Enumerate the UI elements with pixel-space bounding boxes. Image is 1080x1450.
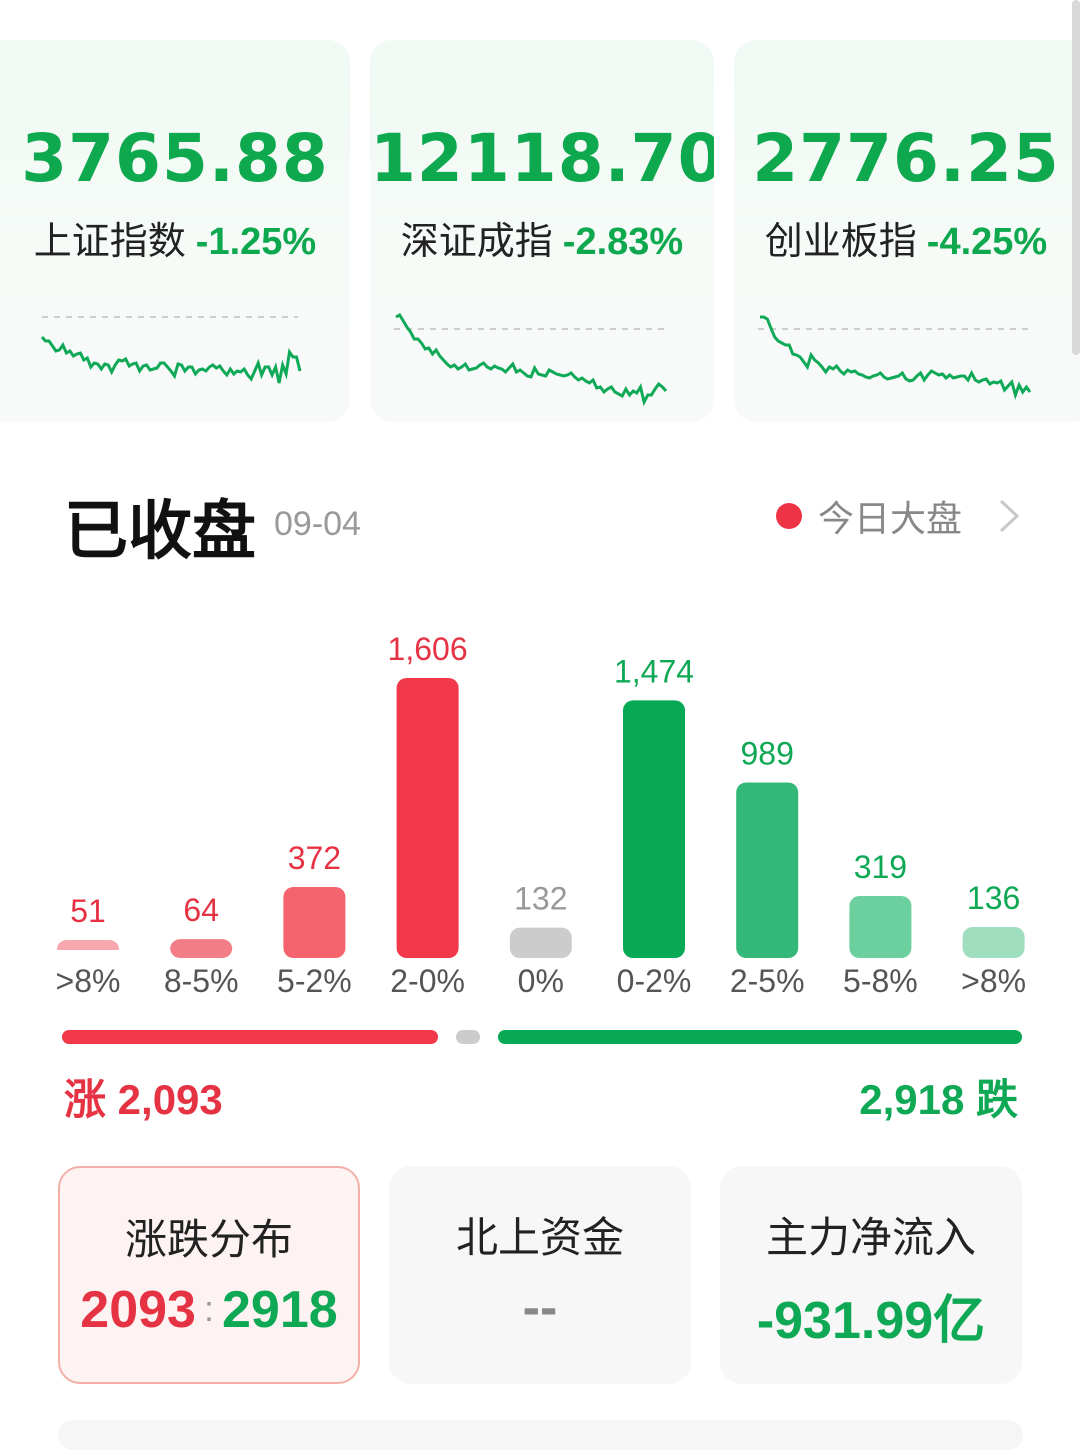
category-label: 2-5% — [730, 963, 805, 999]
tab-rise-fall-distribution[interactable]: 涨跌分布 2093:2918 — [58, 1166, 360, 1384]
category-label: 0-2% — [617, 963, 692, 999]
bar-8 — [962, 926, 1025, 958]
category-label: 5-8% — [843, 963, 918, 999]
category-label: 0% — [518, 963, 564, 999]
bar-value-label: 1,606 — [388, 631, 468, 667]
index-change: -2.83% — [562, 221, 684, 263]
live-dot-icon — [776, 503, 802, 529]
scrollbar[interactable] — [1072, 0, 1080, 355]
index-cards-strip: 3765.88 上证指数 -1.25% 12118.70 深证成指 -2.83% 2… — [0, 0, 1080, 430]
fall-count: 2,918 跌 — [859, 1076, 1018, 1123]
index-value: 3765.88 — [21, 120, 329, 197]
rise-proportion-bar — [62, 1030, 439, 1044]
bar-value-label: 132 — [514, 881, 567, 917]
category-label: 8-5% — [164, 963, 239, 999]
index-label: 上证指数 -1.25% — [0, 210, 350, 265]
market-date: 09-04 — [274, 505, 361, 543]
bar-value-label: 64 — [183, 892, 219, 928]
bar-value-label: 372 — [288, 840, 341, 876]
fall-number: 2918 — [222, 1281, 338, 1339]
ratio-separator: : — [203, 1288, 214, 1329]
index-change: -4.25% — [926, 221, 1048, 263]
fall-proportion-bar — [497, 1030, 1022, 1044]
index-sparkline — [40, 316, 302, 384]
index-label: 创业板指 -4.25% — [734, 210, 1078, 265]
bar-2 — [283, 886, 346, 958]
bar-value-label: 51 — [70, 893, 106, 929]
bar-value-label: 989 — [741, 735, 794, 771]
index-sparkline — [394, 312, 670, 407]
index-label: 深证成指 -2.83% — [370, 210, 714, 265]
tab-main-net-inflow[interactable]: 主力净流入 -931.99亿 — [720, 1166, 1022, 1384]
rise-number: 2093 — [80, 1281, 196, 1339]
bar-value-label: 136 — [967, 880, 1020, 916]
bar-value-label: 319 — [854, 849, 907, 885]
northbound-value: -- — [522, 1279, 558, 1337]
net-inflow-value: -931.99亿 — [756, 1292, 986, 1350]
category-label: 5-2% — [277, 963, 352, 999]
tab-northbound-funds[interactable]: 北上资金 -- — [389, 1166, 691, 1384]
stat-title: 北上资金 — [455, 1214, 624, 1261]
index-sparkline — [758, 315, 1034, 400]
index-card-sh[interactable]: 3765.88 上证指数 -1.25% — [0, 40, 350, 422]
category-label: >8% — [961, 963, 1026, 999]
index-change: -1.25% — [195, 221, 317, 263]
category-label: 2-0% — [390, 963, 465, 999]
bar-6 — [736, 782, 799, 958]
index-name: 创业板指 — [764, 221, 917, 263]
rise-fall-distribution-chart: 51 >8% 64 8-5% 372 5-2% 1,606 2-0% 132 0% 1,474 0-2… — [0, 631, 1080, 999]
index-name: 深证成指 — [400, 221, 553, 263]
index-value: 2776.25 — [752, 120, 1060, 197]
index-value: 12118.70 — [370, 120, 714, 197]
rise-fall-ratio: 2093:2918 — [60, 1280, 358, 1340]
stat-title: 主力净流入 — [765, 1214, 976, 1261]
bar-5 — [623, 700, 685, 958]
bar-value-label: 1,474 — [614, 653, 694, 689]
flat-proportion-bar — [456, 1030, 480, 1044]
index-card-sz[interactable]: 12118.70 深证成指 -2.83% — [370, 40, 714, 422]
chevron-right-icon — [999, 499, 1020, 533]
bar-3 — [396, 678, 459, 958]
next-section-card — [58, 1420, 1023, 1450]
index-card-cyb[interactable]: 2776.25 创业板指 -4.25% — [734, 40, 1080, 422]
bar-4 — [509, 927, 572, 958]
bar-7 — [849, 895, 912, 958]
category-label: >8% — [56, 963, 121, 999]
stat-title: 涨跌分布 — [124, 1216, 293, 1263]
bar-1 — [170, 939, 233, 958]
market-status-title: 已收盘 — [64, 495, 256, 567]
rise-count: 涨 2,093 — [64, 1076, 223, 1123]
today-market-label: 今日大盘 — [818, 498, 963, 539]
today-market-link[interactable]: 今日大盘 — [776, 490, 1020, 542]
index-name: 上证指数 — [33, 221, 186, 263]
